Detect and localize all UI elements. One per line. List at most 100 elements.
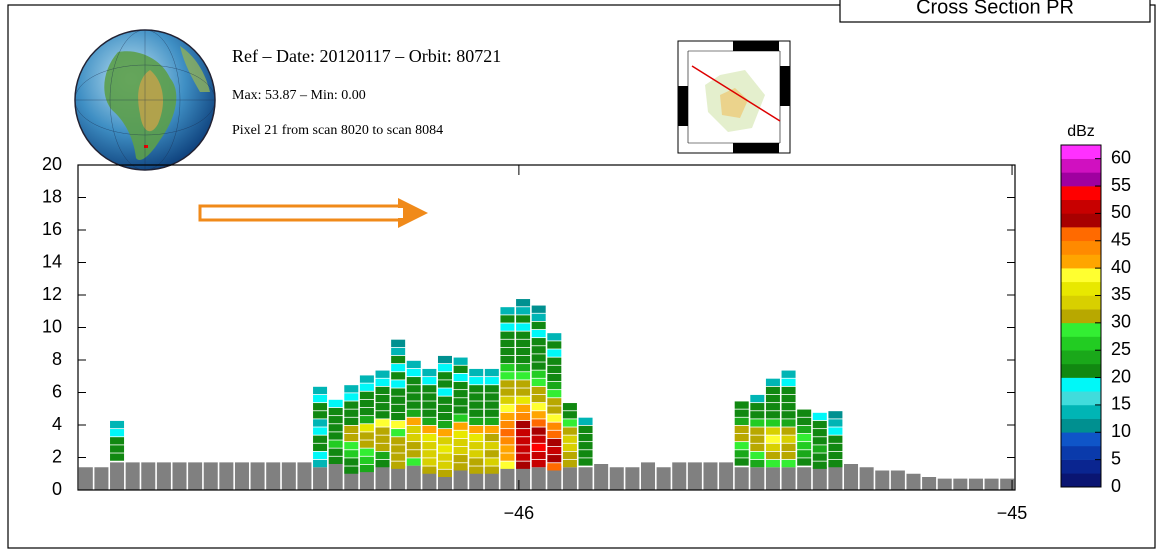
- reflectivity-cell: [500, 405, 514, 412]
- reflectivity-cell: [469, 426, 483, 433]
- reflectivity-cell: [422, 458, 436, 465]
- reflectivity-cell: [532, 314, 546, 321]
- reflectivity-cell: [547, 366, 561, 373]
- reflectivity-cell: [750, 427, 764, 434]
- reflectivity-cell: [516, 421, 530, 428]
- arrow: [200, 198, 428, 228]
- reflectivity-cell: [329, 416, 343, 423]
- terrain-bar: [516, 467, 530, 490]
- reflectivity-cell: [438, 380, 452, 387]
- reflectivity-cell: [422, 434, 436, 441]
- reflectivity-cell: [813, 453, 827, 460]
- reflectivity-cell: [438, 372, 452, 379]
- reflectivity-cell: [485, 426, 499, 433]
- reflectivity-cell: [438, 356, 452, 363]
- reflectivity-cell: [422, 410, 436, 417]
- reflectivity-cell: [563, 460, 577, 467]
- terrain-bar: [532, 467, 546, 490]
- reflectivity-cell: [438, 421, 452, 428]
- reflectivity-cell: [828, 460, 842, 467]
- reflectivity-cell: [360, 465, 374, 472]
- reflectivity-cell: [516, 453, 530, 460]
- reflectivity-cell: [313, 444, 327, 451]
- reflectivity-cell: [532, 436, 546, 443]
- reflectivity-cell: [766, 444, 780, 451]
- reflectivity-cell: [797, 434, 811, 441]
- reflectivity-cell: [797, 426, 811, 433]
- terrain-bar: [719, 462, 733, 490]
- reflectivity-cell: [563, 427, 577, 434]
- reflectivity-cell: [547, 398, 561, 405]
- terrain-bar: [454, 469, 468, 490]
- terrain-bar: [985, 479, 999, 490]
- reflectivity-cell: [407, 442, 421, 449]
- reflectivity-cell: [313, 427, 327, 434]
- terrain-bar: [235, 462, 249, 490]
- reflectivity-cell: [563, 452, 577, 459]
- reflectivity-cell: [110, 453, 124, 460]
- terrain-bar: [500, 467, 514, 490]
- reflectivity-cell: [782, 403, 796, 410]
- reflectivity-cell: [313, 460, 327, 467]
- reflectivity-cell: [407, 385, 421, 392]
- reflectivity-cell: [500, 388, 514, 395]
- terrain-bar: [782, 467, 796, 490]
- reflectivity-cell: [344, 426, 358, 433]
- reflectivity-cell: [735, 450, 749, 457]
- colorbar-tick-label: 30: [1111, 312, 1131, 332]
- terrain-bar: [688, 462, 702, 490]
- reflectivity-cell: [485, 410, 499, 417]
- colorbar-swatch: [1061, 295, 1101, 309]
- reflectivity-cell: [547, 447, 561, 454]
- y-tick-label: 20: [42, 154, 62, 174]
- colorbar-swatch: [1061, 254, 1101, 268]
- reflectivity-cell: [547, 333, 561, 340]
- reflectivity-cell: [547, 414, 561, 421]
- reflectivity-cell: [454, 463, 468, 470]
- reflectivity-cell: [766, 427, 780, 434]
- reflectivity-cell: [735, 434, 749, 441]
- colorbar-swatch: [1061, 268, 1101, 282]
- reflectivity-cell: [532, 460, 546, 467]
- reflectivity-cell: [329, 408, 343, 415]
- terrain-bar: [594, 464, 608, 490]
- reflectivity-cell: [797, 442, 811, 449]
- reflectivity-cell: [422, 377, 436, 384]
- reflectivity-cell: [391, 453, 405, 460]
- terrain-bar: [828, 464, 842, 490]
- reflectivity-cell: [547, 455, 561, 462]
- reflectivity-cell: [376, 427, 390, 434]
- reflectivity-cell: [407, 401, 421, 408]
- y-tick-label: 2: [52, 446, 62, 466]
- reflectivity-cell: [391, 388, 405, 395]
- reflectivity-cell: [532, 346, 546, 353]
- terrain-bar: [641, 462, 655, 490]
- reflectivity-cell: [454, 431, 468, 438]
- colorbar-swatch: [1061, 145, 1101, 159]
- title: Ref – Date: 20120117 – Orbit: 80721: [232, 46, 501, 66]
- reflectivity-cell: [766, 452, 780, 459]
- colorbar-tick-label: 0: [1111, 476, 1121, 496]
- reflectivity-cell: [360, 424, 374, 431]
- colorbar-swatch: [1061, 200, 1101, 214]
- reflectivity-cell: [782, 436, 796, 443]
- reflectivity-cell: [438, 453, 452, 460]
- reflectivity-cell: [376, 371, 390, 378]
- y-tick-label: 4: [52, 414, 62, 434]
- reflectivity-cell: [376, 444, 390, 451]
- reflectivity-cell: [547, 423, 561, 430]
- reflectivity-cell: [547, 374, 561, 381]
- reflectivity-cell: [735, 442, 749, 449]
- reflectivity-cell: [422, 450, 436, 457]
- reflectivity-cell: [750, 419, 764, 426]
- reflectivity-cell: [532, 362, 546, 369]
- colorbar-swatch: [1061, 419, 1101, 433]
- reflectivity-cell: [360, 449, 374, 456]
- reflectivity-cell: [313, 387, 327, 394]
- reflectivity-cell: [516, 372, 530, 379]
- globe: [75, 30, 215, 170]
- colorbar-tick-label: 15: [1111, 394, 1131, 414]
- reflectivity-cell: [766, 411, 780, 418]
- terrain-bar: [657, 467, 671, 490]
- terrain-bar: [579, 467, 593, 490]
